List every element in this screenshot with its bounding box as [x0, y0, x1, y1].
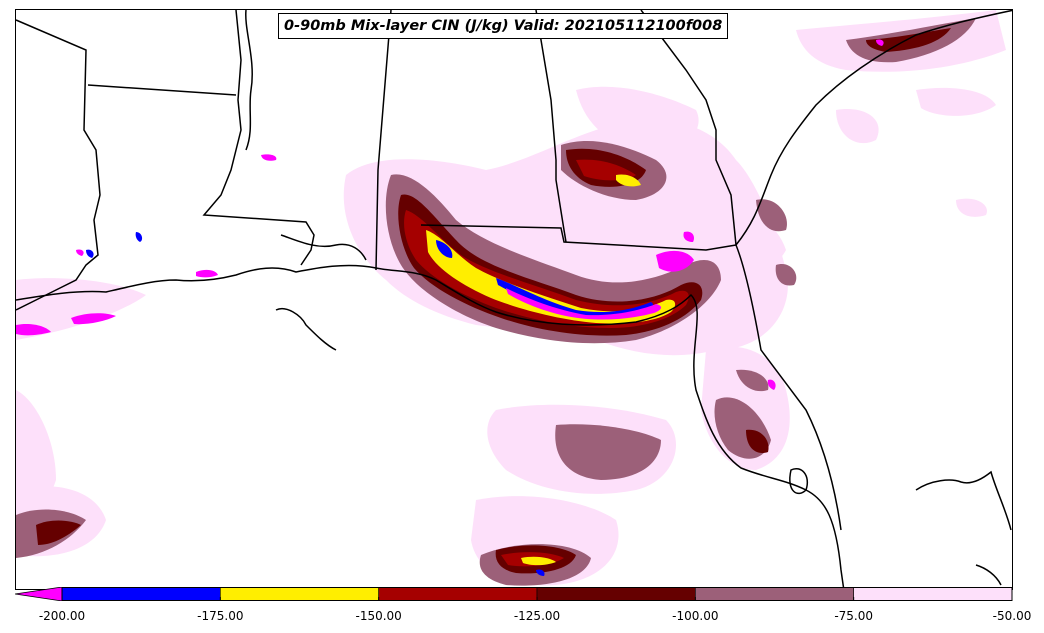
colorbar-segment-4: [695, 587, 854, 601]
colorbar-tick-label: -200.00: [38, 609, 86, 623]
colorbar-segment-5: [853, 587, 1013, 601]
colorbar-tick-label: -75.00: [834, 609, 873, 623]
colorbar-tick-label: -175.00: [197, 609, 244, 623]
map-canvas: [16, 10, 1012, 589]
colorbar-segments: [61, 587, 1013, 601]
map-title: 0-90mb Mix-layer CIN (J/kg) Valid: 20210…: [278, 13, 729, 39]
colorbar-segment-0: [61, 587, 221, 601]
colorbar-segment-1: [220, 587, 379, 601]
colorbar-under-triangle: [15, 587, 63, 601]
colorbar-tick-label: -125.00: [513, 609, 561, 623]
map-panel: [15, 9, 1013, 590]
colorbar: [15, 587, 1013, 601]
colorbar-tick-label: -50.00: [992, 609, 1032, 623]
colorbar-tick-label: -100.00: [672, 609, 719, 623]
colorbar-segment-2: [378, 587, 538, 601]
cin-field-magenta: [16, 39, 884, 390]
colorbar-outline: [61, 587, 1013, 601]
colorbar-tick-label: -150.00: [355, 609, 402, 623]
colorbar-segment-3: [536, 587, 696, 601]
